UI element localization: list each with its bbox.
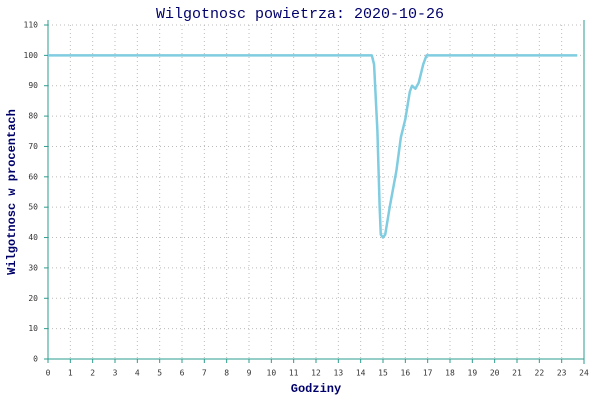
y-tick-label: 40 xyxy=(28,233,38,242)
x-tick-label: 6 xyxy=(180,369,185,378)
x-tick-label: 19 xyxy=(468,369,478,378)
data-line xyxy=(48,54,578,239)
x-tick-label: 10 xyxy=(267,369,277,378)
chart-title: Wilgotnosc powietrza: 2020-10-26 xyxy=(156,6,444,23)
y-tick-label: 70 xyxy=(28,142,38,151)
y-tick-label: 0 xyxy=(33,355,38,364)
y-tick-label: 60 xyxy=(28,172,38,181)
x-tick-label: 13 xyxy=(334,369,344,378)
x-tick-label: 24 xyxy=(579,369,589,378)
x-tick-label: 3 xyxy=(113,369,118,378)
x-tick-label: 5 xyxy=(157,369,162,378)
x-tick-label: 14 xyxy=(356,369,366,378)
x-tick-label: 4 xyxy=(135,369,140,378)
y-axis-label: Wilgotnosc w procentach xyxy=(5,109,19,275)
x-tick-label: 21 xyxy=(512,369,522,378)
x-tick-label: 2 xyxy=(90,369,95,378)
x-tick-label: 8 xyxy=(224,369,229,378)
x-axis-label: Godziny xyxy=(291,382,341,396)
x-tick-label: 9 xyxy=(247,369,252,378)
x-tick-label: 7 xyxy=(202,369,207,378)
x-tick-label: 22 xyxy=(535,369,545,378)
x-tick-label: 0 xyxy=(46,369,51,378)
x-tick-label: 17 xyxy=(423,369,433,378)
y-tick-label: 10 xyxy=(28,324,38,333)
x-tick-label: 23 xyxy=(557,369,567,378)
y-tick-label: 20 xyxy=(28,294,38,303)
y-tick-label: 30 xyxy=(28,263,38,272)
y-tick-label: 50 xyxy=(28,203,38,212)
x-tick-label: 1 xyxy=(68,369,73,378)
y-tick-label: 90 xyxy=(28,81,38,90)
x-tick-label: 15 xyxy=(378,369,388,378)
x-tick-label: 20 xyxy=(490,369,500,378)
x-tick-label: 16 xyxy=(401,369,411,378)
x-tick-label: 18 xyxy=(445,369,455,378)
y-tick-label: 100 xyxy=(24,51,39,60)
x-tick-label: 11 xyxy=(289,369,299,378)
x-tick-label: 12 xyxy=(311,369,321,378)
y-tick-label: 110 xyxy=(24,21,39,30)
y-tick-label: 80 xyxy=(28,112,38,121)
